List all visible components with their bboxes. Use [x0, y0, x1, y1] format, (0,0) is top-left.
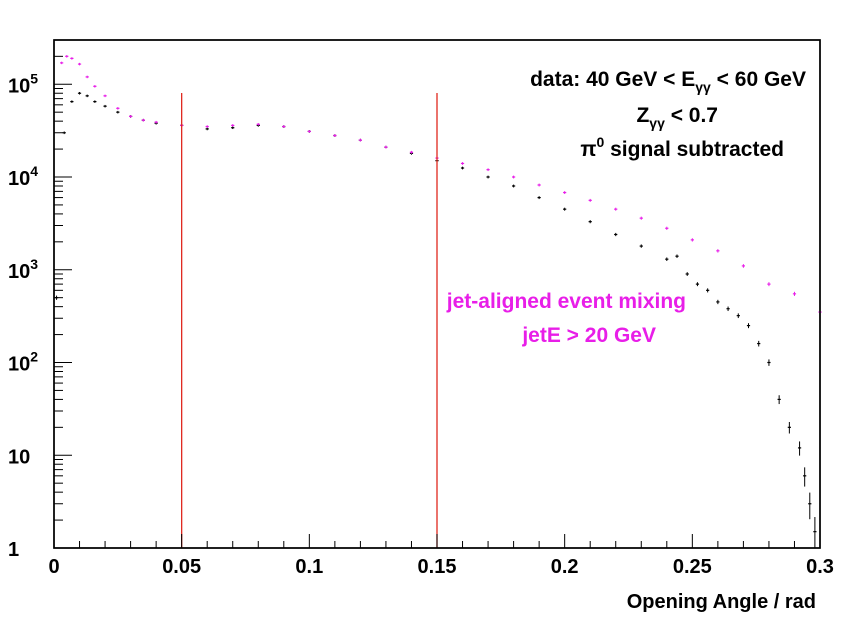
mixing-point [741, 264, 745, 268]
data-point [205, 127, 209, 131]
mixing-point [767, 282, 771, 287]
x-tick-label: 0.1 [295, 556, 323, 578]
mixing-point [103, 94, 107, 98]
data-marks [54, 55, 822, 548]
data-point [639, 244, 643, 248]
mixing-point [93, 85, 97, 88]
data-point [706, 288, 710, 293]
mixing-point [716, 249, 720, 253]
data-point [757, 340, 761, 347]
mixing-point [665, 226, 669, 230]
data-point [93, 100, 97, 103]
mixing-point [563, 191, 567, 195]
plot-frame-top [53, 39, 821, 549]
data-point [588, 220, 592, 224]
data-point [787, 421, 791, 434]
data-point [231, 126, 235, 130]
mixing-point [614, 207, 618, 211]
mixing-point [690, 238, 694, 242]
mixing-point [231, 124, 235, 127]
data-point [537, 196, 541, 200]
data-point [797, 441, 802, 456]
annotation-energy-cut: data: 40 GeV < Eγγ < 60 GeV [530, 68, 806, 95]
mixing-point [154, 120, 158, 124]
mixing-point [588, 198, 592, 202]
x-tick-label: 0.15 [418, 556, 457, 578]
mixing-point [512, 175, 516, 179]
data-point [460, 166, 465, 170]
mixing-point [65, 55, 69, 58]
data-point [665, 257, 669, 261]
mixing-point [358, 138, 362, 142]
annotation-asymmetry-cut: Zγγ < 0.7 [636, 104, 718, 131]
data-point [685, 272, 689, 276]
data-point [808, 492, 812, 520]
data-point [767, 359, 771, 366]
mixing-point [85, 75, 89, 79]
mixing-point [486, 168, 490, 172]
mixing-point [70, 57, 74, 60]
data-point [77, 91, 82, 95]
mixing-point [116, 107, 120, 110]
data-point [62, 131, 66, 135]
data-point [736, 313, 740, 319]
mixing-point [141, 118, 145, 122]
data-point [746, 323, 751, 329]
x-tick-label: 0.3 [806, 556, 834, 578]
data-point [803, 467, 807, 487]
mixing-point [384, 145, 388, 149]
mixing-point [307, 130, 311, 133]
y-tick-label: 105 [8, 70, 38, 97]
data-point [486, 175, 490, 179]
x-tick-label: 0.2 [551, 556, 579, 578]
x-tick-label: 0.25 [673, 556, 712, 578]
data-point [85, 94, 89, 98]
mixing-point [792, 291, 797, 296]
data-point [512, 184, 516, 188]
data-point [675, 254, 679, 258]
data-point [726, 306, 730, 312]
annotation-signal-subtracted: π0 signal subtracted [580, 134, 784, 161]
mixing-point [460, 162, 465, 165]
mixing-point [639, 216, 643, 220]
data-point [813, 517, 817, 548]
y-tick-label: 10 [8, 446, 30, 468]
mixing-point [282, 125, 286, 128]
annotation-event-mixing: jet-aligned event mixing [446, 290, 686, 313]
mixing-point [205, 125, 209, 128]
y-tick-label: 102 [8, 349, 38, 376]
x-axis-title: Opening Angle / rad [627, 591, 816, 613]
y-tick-label: 104 [8, 163, 38, 190]
mixing-point [256, 123, 260, 126]
data-point [695, 282, 700, 287]
x-axis-ticks: 0 0.05 0.1 0.15 0.2 0.25 0.3 [48, 534, 834, 578]
mixing-point [60, 61, 64, 65]
y-tick-label: 103 [8, 256, 38, 283]
data-point [103, 104, 107, 108]
data-point [70, 100, 74, 103]
reference-lines [181, 93, 438, 548]
data-point [563, 207, 567, 211]
mixing-point [333, 134, 337, 137]
data-point [777, 395, 781, 405]
annotation-jet-energy: jetE > 20 GeV [521, 324, 656, 347]
mixing-point [77, 62, 82, 66]
mixing-point [409, 150, 414, 154]
data-point [716, 299, 720, 305]
y-tick-label: 1 [8, 539, 19, 561]
data-point [614, 232, 618, 237]
mixing-point [537, 183, 541, 187]
x-tick-label: 0 [48, 556, 59, 578]
mixing-point [129, 115, 133, 118]
x-tick-label: 0.05 [162, 556, 201, 578]
data-point [116, 110, 120, 114]
